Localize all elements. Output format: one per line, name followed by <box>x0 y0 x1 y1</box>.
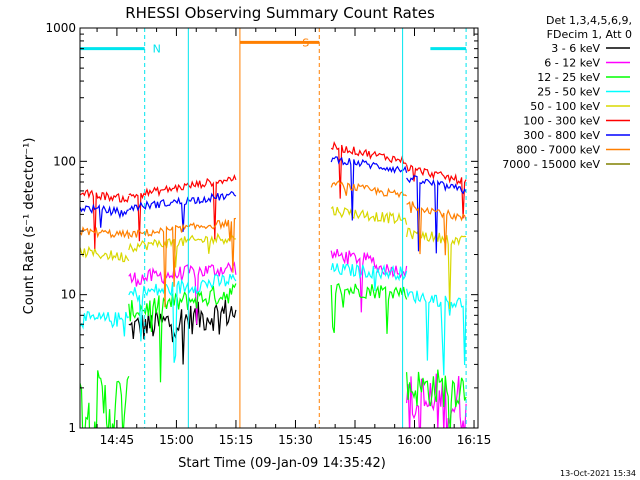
series-trace-segment <box>330 156 408 221</box>
series-trace-segment <box>330 248 376 313</box>
series-12-25-kev <box>80 283 467 428</box>
y-tick-label: 1000 <box>45 21 76 35</box>
series-trace-segment <box>80 226 130 239</box>
series-trace-segment <box>406 373 467 428</box>
y-tick-label: 100 <box>53 154 76 168</box>
legend-header-line-2: FDecim 1, Att 0 <box>547 28 632 41</box>
series-25-50-kev <box>80 263 467 376</box>
series-6-12-kev <box>128 248 467 428</box>
y-tick-label: 10 <box>61 288 76 302</box>
x-tick-label: 16:00 <box>397 433 432 447</box>
legend-label: 300 - 800 keV <box>523 129 600 142</box>
series-trace-segment <box>406 369 467 428</box>
series-trace-segment <box>128 190 237 232</box>
series-trace-segment <box>330 263 408 292</box>
series-trace-segment <box>128 283 237 383</box>
series-trace-segment <box>80 310 130 337</box>
series-trace-segment <box>330 283 408 334</box>
series-300-800-kev <box>80 156 467 254</box>
series-trace-segment <box>406 201 467 256</box>
series-trace-segment <box>406 164 467 219</box>
series-trace-segment <box>128 232 236 268</box>
legend-label: 50 - 100 keV <box>530 100 600 113</box>
marker-label: N <box>153 43 161 56</box>
x-tick-label: 15:45 <box>338 433 373 447</box>
series-trace-segment <box>406 288 467 376</box>
chart-title: RHESSI Observing Summary Count Rates <box>125 4 435 22</box>
y-axis-label: Count Rate (s⁻¹ detector⁻¹) <box>22 138 37 315</box>
legend-label: 7000 - 15000 keV <box>502 158 600 171</box>
series-trace-segment <box>330 205 408 225</box>
series-100-300-kev <box>80 141 467 249</box>
series-trace-segment <box>80 189 130 249</box>
series-trace-segment <box>406 175 467 254</box>
marker-s: S <box>239 28 320 428</box>
series-trace-segment <box>80 203 129 228</box>
y-tick-label: 1 <box>68 421 76 435</box>
marker-n: N <box>80 28 467 428</box>
legend-label: 3 - 6 keV <box>551 42 600 55</box>
plot-area: N S 1 10 100 1000 14:45 15:00 15:15 15:30 15:45 16:… <box>45 21 492 447</box>
series-trace-segment <box>128 173 237 242</box>
x-axis-label: Start Time (09-Jan-09 14:35:42) <box>178 456 386 471</box>
series-trace-segment <box>128 261 237 325</box>
series-trace-segment <box>330 141 408 199</box>
series-trace-segment <box>128 299 237 365</box>
legend-label: 12 - 25 keV <box>537 71 600 84</box>
footer-timestamp: 13-Oct-2021 15:34 <box>560 469 636 478</box>
legend-header-line-1: Det 1,3,4,5,6,9, <box>546 14 632 27</box>
series-trace-segment <box>80 245 130 263</box>
legend-label: 800 - 7000 keV <box>516 144 600 157</box>
series-trace-segment <box>128 273 237 363</box>
x-tick-label: 15:30 <box>278 433 313 447</box>
x-tick-label: 15:15 <box>219 433 254 447</box>
x-tick-label: 14:45 <box>100 433 135 447</box>
marker-label: S <box>302 36 309 49</box>
legend-label: 6 - 12 keV <box>544 57 600 70</box>
series-800-7000-kev <box>80 180 467 308</box>
series-trace-segment <box>128 217 236 308</box>
plot-frame <box>79 27 479 429</box>
series-group <box>80 141 467 428</box>
legend-label: 100 - 300 keV <box>523 115 600 128</box>
series-trace-segment <box>80 370 130 428</box>
series-trace-segment <box>330 180 407 199</box>
x-tick-label: 16:15 <box>457 433 492 447</box>
series-3-6-kev <box>128 299 237 365</box>
x-tick-label: 15:00 <box>159 433 194 447</box>
legend-label: 25 - 50 keV <box>537 86 600 99</box>
